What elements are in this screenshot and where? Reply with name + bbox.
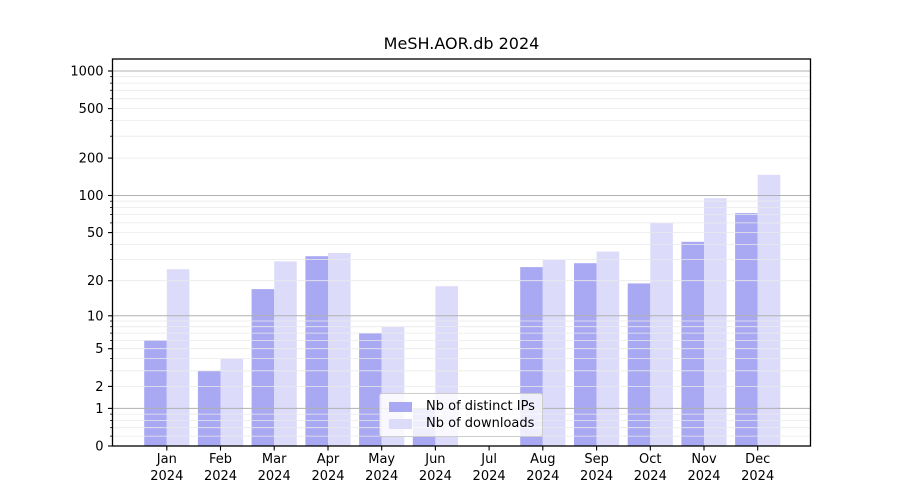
bar-distinct-ips-10 <box>681 241 704 446</box>
y-tick-label: 100 <box>79 189 104 204</box>
bar-downloads-11 <box>757 174 781 447</box>
y-tick-label: 500 <box>79 102 104 117</box>
plot-border <box>111 58 812 447</box>
bar-distinct-ips-2 <box>251 289 275 446</box>
bar-downloads-3 <box>328 253 351 446</box>
legend-label-distinct-ips: Nb of distinct IPs <box>426 399 535 414</box>
legend-swatch-distinct-ips <box>389 401 412 412</box>
bar-distinct-ips-11 <box>735 213 758 446</box>
y-tick-label: 20 <box>87 274 104 289</box>
y-tick-label: 1 <box>95 402 103 417</box>
bar-downloads-1 <box>220 358 244 446</box>
x-tick-label: Jul 2024 <box>473 452 506 484</box>
x-tick-label: Jan 2024 <box>150 452 183 484</box>
bar-distinct-ips-9 <box>627 283 651 446</box>
x-tick-label: Apr 2024 <box>311 452 344 484</box>
bar-downloads-2 <box>274 261 297 446</box>
x-tick-label: Oct 2024 <box>634 452 667 484</box>
legend-label-downloads: Nb of downloads <box>426 416 535 431</box>
legend-swatch-downloads <box>389 418 412 429</box>
x-tick-label: Dec 2024 <box>741 452 774 484</box>
bar-downloads-10 <box>704 198 727 446</box>
y-tick-label: 0 <box>95 440 103 455</box>
bar-downloads-9 <box>650 222 673 446</box>
y-tick-label: 10 <box>87 309 104 324</box>
x-tick-label: Nov 2024 <box>687 452 720 484</box>
bar-distinct-ips-4 <box>359 333 382 446</box>
y-tick-label: 2 <box>95 380 103 395</box>
bar-downloads-7 <box>542 259 566 446</box>
x-tick-label: Sep 2024 <box>580 452 613 484</box>
bar-downloads-0 <box>166 269 190 446</box>
y-tick-label: 1000 <box>70 65 103 80</box>
x-tick-label: Aug 2024 <box>526 452 559 484</box>
bar-distinct-ips-8 <box>574 263 597 446</box>
y-tick-label: 5 <box>95 342 103 357</box>
legend-item-downloads: Nb of downloads <box>389 415 534 432</box>
y-tick-label: 200 <box>79 152 104 167</box>
x-tick-label: Mar 2024 <box>258 452 291 484</box>
bar-distinct-ips-3 <box>305 256 328 446</box>
legend: Nb of distinct IPs Nb of downloads <box>379 393 543 437</box>
x-tick-label: May 2024 <box>365 452 398 484</box>
chart-title: MeSH.AOR.db 2024 <box>383 34 540 53</box>
x-tick-label: Jun 2024 <box>419 452 452 484</box>
y-tick-label: 50 <box>87 226 104 241</box>
bar-distinct-ips-0 <box>144 340 167 446</box>
legend-item-distinct-ips: Nb of distinct IPs <box>389 398 535 415</box>
x-tick-label: Feb 2024 <box>204 452 237 484</box>
